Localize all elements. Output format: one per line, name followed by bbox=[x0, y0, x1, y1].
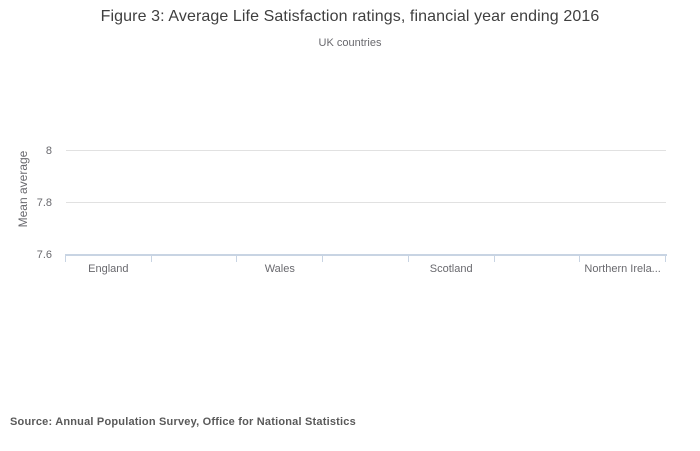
x-tick bbox=[579, 255, 581, 262]
x-axis-line bbox=[64, 253, 667, 256]
y-gridline bbox=[65, 150, 666, 151]
x-tick-label: England bbox=[88, 263, 129, 275]
x-tick bbox=[665, 255, 666, 262]
y-tick-label: 7.6 bbox=[36, 248, 52, 261]
source-line: Source: Annual Population Survey, Office… bbox=[10, 416, 356, 428]
x-tick bbox=[407, 255, 409, 262]
y-axis-title: Mean average bbox=[16, 150, 30, 228]
x-tick bbox=[322, 255, 324, 262]
y-tick-label: 7.8 bbox=[36, 196, 52, 209]
x-tick-label: Wales bbox=[264, 263, 295, 275]
x-tick bbox=[65, 255, 66, 262]
y-tick-label: 8 bbox=[45, 144, 52, 157]
y-gridline bbox=[65, 202, 666, 203]
x-tick bbox=[150, 255, 152, 262]
x-tick bbox=[493, 255, 495, 262]
chart-title: Figure 3: Average Life Satisfaction rati… bbox=[100, 8, 600, 25]
x-tick-label: Northern Irela... bbox=[584, 263, 661, 275]
x-tick bbox=[236, 255, 238, 262]
x-tick-label: Scotland bbox=[429, 263, 473, 275]
chart-subtitle: UK countries bbox=[318, 37, 382, 49]
